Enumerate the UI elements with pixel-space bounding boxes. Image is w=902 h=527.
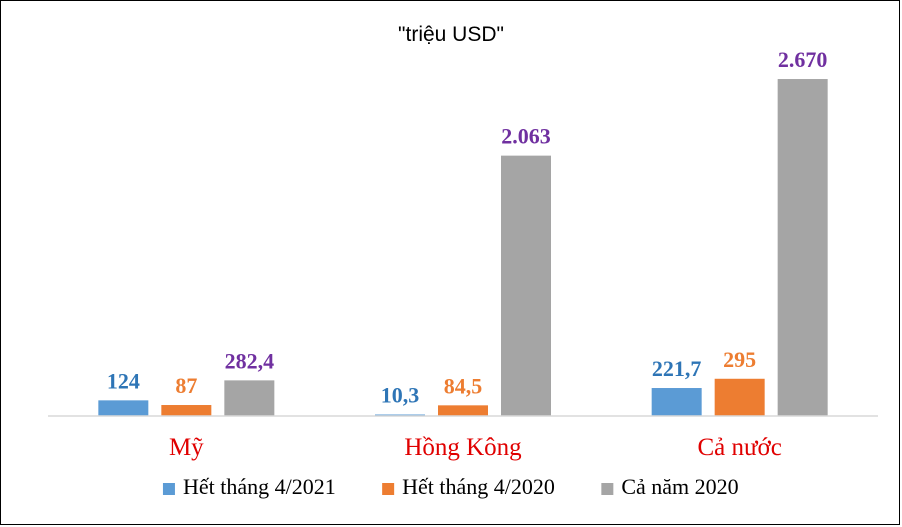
legend-label: Hết tháng 4/2020 [402, 474, 555, 499]
data-label: 295 [723, 347, 756, 372]
data-label: 124 [107, 368, 140, 393]
data-label: 2.063 [501, 124, 551, 149]
bar [224, 380, 275, 416]
legend-label: Cả năm 2020 [621, 474, 738, 499]
data-label: 2.670 [778, 47, 828, 72]
data-label: 84,5 [444, 373, 483, 398]
legend-swatch [382, 483, 395, 495]
data-label: 87 [175, 373, 197, 398]
category-labels-group: Mỹ Hồng Kông Cả nước [169, 434, 782, 461]
data-label: 221,7 [652, 356, 702, 381]
data-label: 282,4 [225, 348, 275, 373]
category-label: Hồng Kông [404, 434, 522, 461]
bar [98, 400, 149, 416]
legend-swatch [162, 483, 175, 495]
legend-label: Hết tháng 4/2021 [183, 474, 336, 499]
legend-swatch [601, 483, 614, 495]
category-label: Mỹ [169, 434, 204, 461]
bar [714, 378, 765, 416]
bar [651, 388, 702, 416]
bar [438, 405, 488, 416]
data-label: 10,3 [381, 383, 420, 408]
chart-title: "triệu USD" [398, 23, 504, 46]
data-labels-group: 124 87 282,4 10,3 84,5 2.063 221,7 295 2.670 [107, 47, 828, 407]
bar [161, 405, 212, 416]
bar [501, 155, 551, 416]
category-label: Cả nước [697, 434, 781, 461]
bar [777, 79, 828, 416]
legend: Hết tháng 4/2021 Hết tháng 4/2020 Cả năm 2… [162, 474, 739, 499]
bars-group [98, 79, 828, 416]
